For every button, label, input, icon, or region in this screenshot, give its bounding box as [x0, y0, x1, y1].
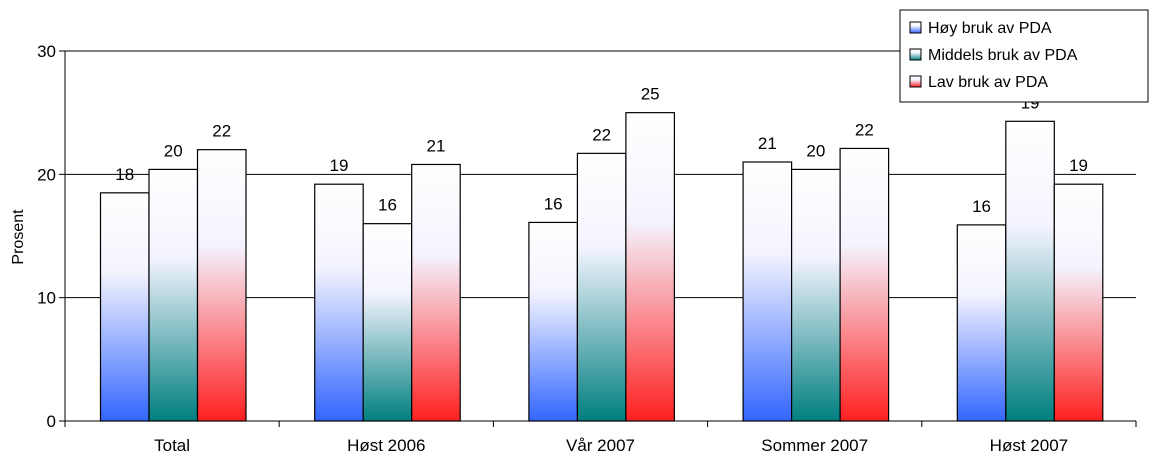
axes: Prosent 0 10 20 30 Total Høst 2006 Vår 2007 Som…: [10, 42, 1137, 455]
x-tick-label-total: Total: [154, 436, 190, 455]
bar-h-y-bruk-av-pda-total: [99, 192, 150, 422]
data-label-lav-bruk-av-pda-sommer-2007: 22: [855, 120, 874, 139]
bar-h-y-bruk-av-pda-h-st-2007: [956, 224, 1007, 422]
y-tick-label-30: 30: [37, 42, 56, 61]
data-label-middels-bruk-av-pda-v-r-2007: 22: [592, 125, 611, 144]
data-label-lav-bruk-av-pda-h-st-2006: 21: [426, 136, 445, 155]
legend-swatch-h-y-bruk-av-pda: [909, 21, 922, 34]
bar-lav-bruk-av-pda-sommer-2007: [839, 147, 890, 422]
data-label-h-y-bruk-av-pda-h-st-2007: 16: [972, 197, 991, 216]
data-label-lav-bruk-av-pda-total: 22: [212, 122, 231, 141]
x-tick-label-sommer-2007: Sommer 2007: [761, 436, 868, 455]
bar-middels-bruk-av-pda-h-st-2007: [1005, 120, 1055, 422]
legend-swatch-middels-bruk-av-pda: [909, 48, 922, 61]
bar-lav-bruk-av-pda-h-st-2007: [1053, 183, 1104, 422]
bar-middels-bruk-av-pda-sommer-2007: [790, 168, 841, 422]
bar-lav-bruk-av-pda-total: [196, 149, 247, 422]
legend-box: [899, 9, 1149, 103]
bar-lav-bruk-av-pda-h-st-2006: [411, 163, 461, 422]
legend-label-lav-bruk-av-pda: Lav bruk av PDA: [928, 74, 1048, 91]
x-tick-label-v-r-2007: Vår 2007: [566, 436, 635, 455]
bar-middels-bruk-av-pda-h-st-2006: [362, 223, 413, 422]
y-tick-label-0: 0: [47, 412, 56, 431]
data-label-middels-bruk-av-pda-h-st-2006: 16: [378, 196, 397, 215]
bar-middels-bruk-av-pda-v-r-2007: [576, 152, 627, 422]
data-label-h-y-bruk-av-pda-total: 18: [115, 165, 134, 184]
bar-lav-bruk-av-pda-v-r-2007: [625, 112, 676, 422]
y-tick-label-20: 20: [37, 165, 56, 184]
bar-h-y-bruk-av-pda-sommer-2007: [742, 161, 793, 422]
x-tick-label-h-st-2007: Høst 2007: [990, 436, 1068, 455]
legend-label-middels-bruk-av-pda: Middels bruk av PDA: [928, 47, 1078, 64]
legend: Høy bruk av PDA Middels bruk av PDA Lav br…: [899, 9, 1149, 103]
data-label-h-y-bruk-av-pda-h-st-2006: 19: [329, 156, 348, 175]
y-tick-label-10: 10: [37, 289, 56, 308]
data-label-h-y-bruk-av-pda-v-r-2007: 16: [544, 194, 563, 213]
bar-h-y-bruk-av-pda-v-r-2007: [528, 221, 579, 422]
legend-label-h-y-bruk-av-pda: Høy bruk av PDA: [928, 20, 1052, 37]
data-label-lav-bruk-av-pda-h-st-2007: 19: [1069, 156, 1088, 175]
data-label-middels-bruk-av-pda-total: 20: [164, 141, 183, 160]
data-label-lav-bruk-av-pda-v-r-2007: 25: [641, 85, 660, 104]
data-label-middels-bruk-av-pda-sommer-2007: 20: [806, 141, 825, 160]
y-axis-label: Prosent: [10, 209, 27, 265]
bar-h-y-bruk-av-pda-h-st-2006: [314, 183, 364, 422]
data-label-h-y-bruk-av-pda-sommer-2007: 21: [758, 134, 777, 153]
bars: [99, 112, 1104, 422]
bar-middels-bruk-av-pda-total: [148, 168, 199, 422]
legend-swatch-lav-bruk-av-pda: [909, 75, 922, 88]
x-tick-label-h-st-2006: Høst 2006: [347, 436, 425, 455]
